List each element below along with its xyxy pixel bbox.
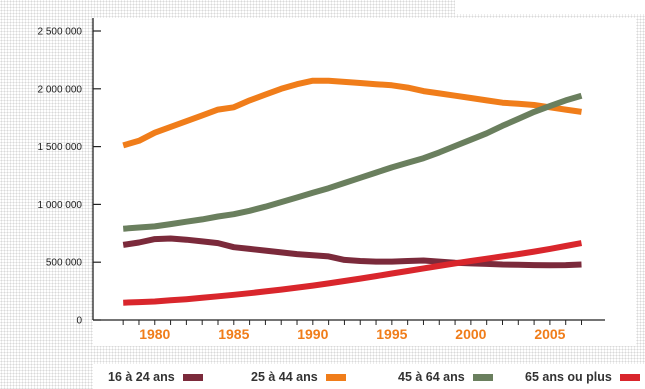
x-tick-label: 1995 <box>376 326 407 342</box>
legend-swatch <box>472 373 493 381</box>
legend-label: 25 à 44 ans <box>251 370 318 384</box>
y-tick-label: 500 000 <box>46 258 83 269</box>
legend-swatch <box>619 373 640 381</box>
series-line-0 <box>122 235 582 269</box>
legend-swatch <box>182 373 203 381</box>
legend-label: 65 ans ou plus <box>525 370 612 384</box>
series-line-2 <box>122 92 583 232</box>
y-tick-label: 0 <box>76 316 82 327</box>
corner-panel <box>455 0 645 14</box>
legend-label: 45 à 64 ans <box>398 370 465 384</box>
plot-panel <box>93 18 636 346</box>
legend-item-16-24: 16 à 24 ans <box>108 368 203 386</box>
legend: 16 à 24 ans 25 à 44 ans 45 à 64 ans 65 a… <box>93 364 645 389</box>
x-tick-label: 2000 <box>455 326 486 342</box>
legend-item-45-64: 45 à 64 ans <box>398 368 493 386</box>
y-tick-label: 1 000 000 <box>38 200 83 211</box>
y-tick-label: 2 000 000 <box>38 84 83 95</box>
x-tick-label: 1980 <box>139 326 170 342</box>
y-tick-label: 1 500 000 <box>38 142 83 153</box>
legend-item-25-44: 25 à 44 ans <box>251 368 346 386</box>
series-line-3 <box>123 240 583 306</box>
legend-item-65-plus: 65 ans ou plus <box>525 368 640 386</box>
x-tick-label: 1990 <box>297 326 328 342</box>
legend-label: 16 à 24 ans <box>108 370 175 384</box>
x-tick-label: 2005 <box>534 326 565 342</box>
y-tick-label: 2 500 000 <box>38 27 83 38</box>
legend-swatch <box>325 373 346 381</box>
x-tick-label: 1985 <box>218 326 249 342</box>
series-line-1 <box>122 77 582 149</box>
